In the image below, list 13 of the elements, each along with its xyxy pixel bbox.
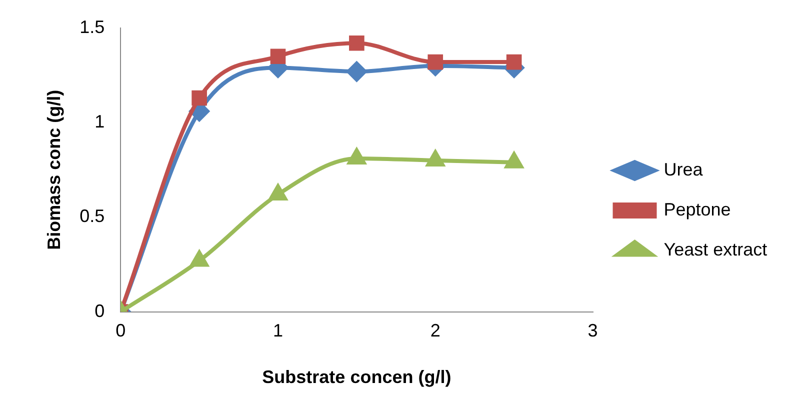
legend-label: Peptone — [664, 199, 731, 220]
y-tick-label: 1.5 — [80, 16, 105, 37]
y-tick-label: 0.5 — [80, 206, 105, 226]
y-tick-label: 1 — [94, 112, 105, 132]
x-tick-label: 1 — [272, 320, 284, 341]
y-tick-label: 0 — [94, 300, 105, 321]
x-tick-label: 0 — [116, 320, 126, 341]
legend-label: Yeast extract — [664, 239, 768, 260]
x-tick-label: 2 — [430, 320, 440, 341]
x-tick-label: 3 — [588, 320, 598, 341]
x-axis-title: Substrate concen (g/l) — [262, 367, 452, 388]
y-axis-title: Biomass conc (g/l) — [44, 90, 64, 250]
legend-label: Urea — [664, 159, 704, 180]
